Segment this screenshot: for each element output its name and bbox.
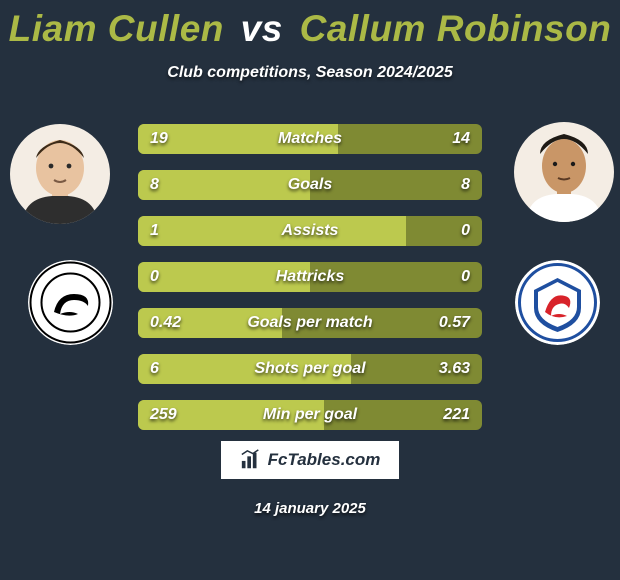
player1-club-badge bbox=[28, 260, 113, 345]
comparison-title: Liam Cullen vs Callum Robinson bbox=[0, 0, 620, 50]
player1-avatar bbox=[10, 124, 110, 224]
subtitle: Club competitions, Season 2024/2025 bbox=[0, 64, 620, 82]
bar-chart-icon bbox=[240, 449, 262, 471]
stat-label: Hattricks bbox=[138, 262, 482, 292]
portrait-icon bbox=[514, 122, 614, 222]
player1-name: Liam Cullen bbox=[9, 8, 224, 49]
club-badge-icon bbox=[515, 260, 600, 345]
stat-row: 10Assists bbox=[138, 216, 482, 246]
stat-label: Goals per match bbox=[138, 308, 482, 338]
stat-label: Shots per goal bbox=[138, 354, 482, 384]
stat-row: 259221Min per goal bbox=[138, 400, 482, 430]
player2-club-badge bbox=[515, 260, 600, 345]
stat-row: 63.63Shots per goal bbox=[138, 354, 482, 384]
stat-row: 88Goals bbox=[138, 170, 482, 200]
stat-label: Assists bbox=[138, 216, 482, 246]
vs-text: vs bbox=[241, 8, 283, 49]
brand-box: FcTables.com bbox=[220, 440, 400, 480]
club-badge-icon bbox=[28, 260, 113, 345]
stat-row: 00Hattricks bbox=[138, 262, 482, 292]
stat-label: Goals bbox=[138, 170, 482, 200]
player2-name: Callum Robinson bbox=[300, 8, 612, 49]
stat-row: 0.420.57Goals per match bbox=[138, 308, 482, 338]
player2-avatar bbox=[514, 122, 614, 222]
stat-label: Min per goal bbox=[138, 400, 482, 430]
brand-text: FcTables.com bbox=[268, 450, 381, 470]
stat-row: 1914Matches bbox=[138, 124, 482, 154]
stat-label: Matches bbox=[138, 124, 482, 154]
comparison-bars: 1914Matches 88Goals 10Assists 00Hattricks 0.… bbox=[138, 124, 482, 446]
date: 14 january 2025 bbox=[0, 500, 620, 517]
portrait-icon bbox=[10, 124, 110, 224]
